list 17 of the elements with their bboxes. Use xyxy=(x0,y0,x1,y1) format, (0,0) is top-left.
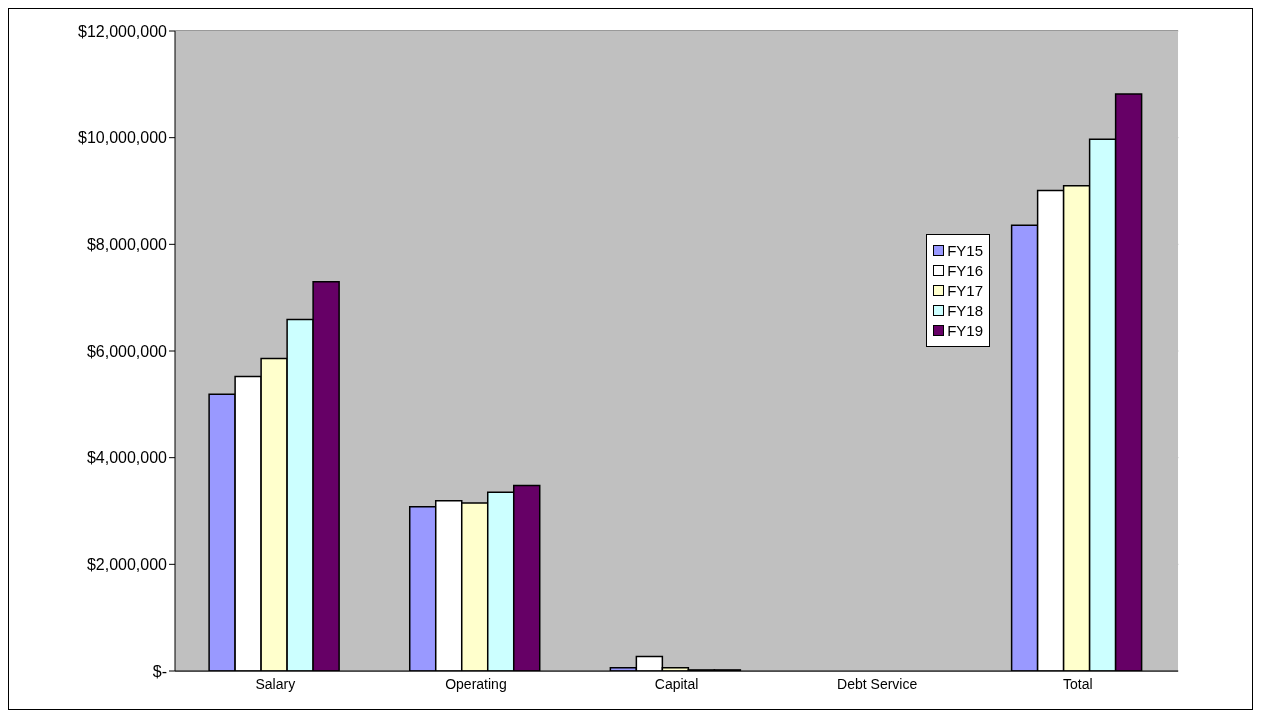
x-tick-label: Operating xyxy=(445,675,507,692)
x-tick-label: Capital xyxy=(654,675,699,692)
legend-label: FY19 xyxy=(947,322,983,339)
y-tick-label: $- xyxy=(152,662,167,680)
y-tick-label: $6,000,000 xyxy=(86,342,168,360)
legend-label: FY16 xyxy=(947,262,983,279)
legend-label: FY18 xyxy=(947,302,983,319)
y-tick-label: $4,000,000 xyxy=(86,449,168,467)
legend-label: FY15 xyxy=(947,242,983,259)
y-tick-label: $2,000,000 xyxy=(86,556,168,574)
legend-label: FY17 xyxy=(947,282,983,299)
y-tick-label: $10,000,000 xyxy=(78,129,168,147)
x-tick-label: Salary xyxy=(255,675,296,692)
x-tick-label: Debt Service xyxy=(837,675,918,692)
x-tick-label: Total xyxy=(1063,675,1093,692)
y-tick-label: $8,000,000 xyxy=(86,236,168,254)
y-tick-label: $12,000,000 xyxy=(78,22,168,40)
